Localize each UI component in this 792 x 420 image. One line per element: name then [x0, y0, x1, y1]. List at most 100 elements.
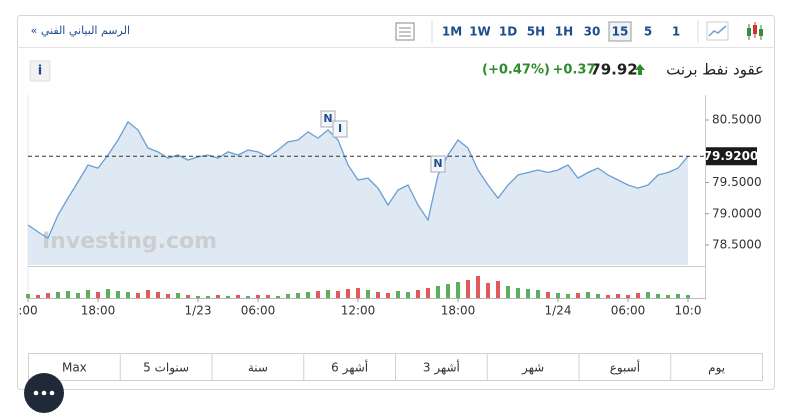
x-tick-label: 06:00 — [611, 304, 646, 318]
volume-bar — [356, 288, 360, 298]
volume-bar — [316, 291, 320, 298]
volume-bar — [536, 290, 540, 298]
volume-bar — [196, 296, 200, 298]
volume-bar — [286, 294, 290, 298]
volume-bar — [76, 293, 80, 298]
selected-interval-box — [608, 21, 632, 42]
volume-bar — [376, 292, 380, 298]
volume-bar — [456, 282, 460, 298]
volume-bar — [496, 281, 500, 298]
area-fill — [28, 121, 688, 265]
range-button[interactable]: شهر — [521, 361, 544, 376]
volume-bar — [476, 276, 480, 298]
volume-bar — [426, 288, 430, 298]
watermark: Investing.com — [42, 229, 217, 254]
volume-bar — [586, 292, 590, 298]
last-price-tag — [706, 147, 757, 166]
volume-bar — [646, 292, 650, 298]
volume-bar — [256, 295, 260, 298]
x-tick-label: 06:00 — [241, 304, 276, 318]
interval-button[interactable]: 5 — [644, 25, 652, 39]
price-change-percent: (+0.47%) — [482, 63, 550, 78]
price-line — [27, 120, 689, 240]
y-tick-label: 79.5000 — [712, 175, 762, 189]
last-price: 79.92 — [590, 61, 637, 79]
interval-button[interactable]: 15 — [612, 25, 629, 39]
volume-bar — [206, 296, 210, 298]
header-link[interactable]: الرسم البياني الفني » — [31, 24, 130, 37]
range-button[interactable]: أسبوع — [610, 360, 640, 376]
x-tick-label: 12:00 — [341, 304, 376, 318]
candle-icon[interactable] — [747, 22, 763, 40]
volume-bar — [306, 292, 310, 298]
range-button[interactable]: سنة — [248, 361, 268, 375]
y-tick-label: 78.5000 — [712, 238, 762, 252]
interval-button[interactable]: 1M — [442, 25, 462, 39]
event-marker[interactable] — [430, 155, 446, 173]
volume-bar — [676, 294, 680, 298]
last-price-label: 79.9200 — [704, 149, 759, 163]
volume-bar — [26, 294, 30, 298]
volume-bar — [606, 295, 610, 298]
x-tick-label: 10:0 — [675, 304, 702, 318]
range-button[interactable]: 6 أشهر — [331, 360, 368, 376]
interval-button[interactable]: 1D — [499, 25, 517, 39]
interval-button[interactable]: 5H — [527, 25, 545, 39]
more-button[interactable] — [24, 373, 64, 413]
y-tick-label: 79.0000 — [712, 206, 762, 220]
volume-bar — [266, 295, 270, 298]
volume-bar — [616, 294, 620, 298]
event-marker-label[interactable]: N — [433, 157, 442, 170]
volume-bar — [596, 294, 600, 298]
volume-bar — [366, 290, 370, 298]
volume-bar — [106, 289, 110, 298]
price-change: +0.37 — [553, 63, 596, 78]
volume-bar — [436, 286, 440, 298]
volume-bar — [446, 284, 450, 298]
volume-bar — [686, 295, 690, 298]
volume-bar — [66, 291, 70, 298]
interval-button[interactable]: 1 — [672, 25, 680, 39]
range-button[interactable]: يوم — [708, 361, 725, 376]
interval-button[interactable]: 1W — [469, 25, 491, 39]
line-chart-icon[interactable] — [706, 21, 729, 41]
volume-bar — [186, 295, 190, 298]
event-marker-label[interactable]: I — [338, 122, 342, 135]
table-icon[interactable] — [395, 22, 415, 41]
interval-button[interactable]: 1H — [555, 25, 573, 39]
interval-button[interactable]: 30 — [584, 25, 601, 39]
range-button[interactable]: 5 سنوات — [143, 361, 189, 376]
volume-bar — [56, 292, 60, 298]
volume-bar — [36, 295, 40, 298]
volume-bar — [236, 295, 240, 298]
volume-bar — [546, 292, 550, 298]
volume-bar — [176, 293, 180, 298]
event-marker[interactable] — [332, 120, 348, 138]
volume-bar — [396, 291, 400, 298]
volume-bar — [146, 290, 150, 298]
x-tick-label: :00 — [18, 304, 37, 318]
volume-bar — [46, 293, 50, 298]
volume-bar — [216, 295, 220, 298]
volume-bar — [326, 290, 330, 298]
info-button[interactable] — [29, 60, 51, 82]
info-label[interactable]: i — [38, 64, 42, 79]
volume-bar — [566, 294, 570, 298]
volume-bar — [336, 291, 340, 298]
event-marker[interactable] — [320, 110, 336, 128]
volume-bar — [526, 289, 530, 298]
volume-bar — [406, 292, 410, 298]
volume-bar — [136, 293, 140, 298]
event-marker-label[interactable]: N — [323, 112, 332, 125]
volume-bar — [576, 293, 580, 298]
volume-bar — [86, 290, 90, 298]
range-button[interactable]: Max — [62, 361, 87, 375]
volume-bar — [246, 296, 250, 298]
range-button[interactable]: 3 أشهر — [423, 360, 460, 376]
volume-bar — [96, 292, 100, 298]
y-tick-label: 80.5000 — [712, 113, 762, 127]
volume-bar — [386, 293, 390, 298]
volume-bar — [296, 293, 300, 298]
